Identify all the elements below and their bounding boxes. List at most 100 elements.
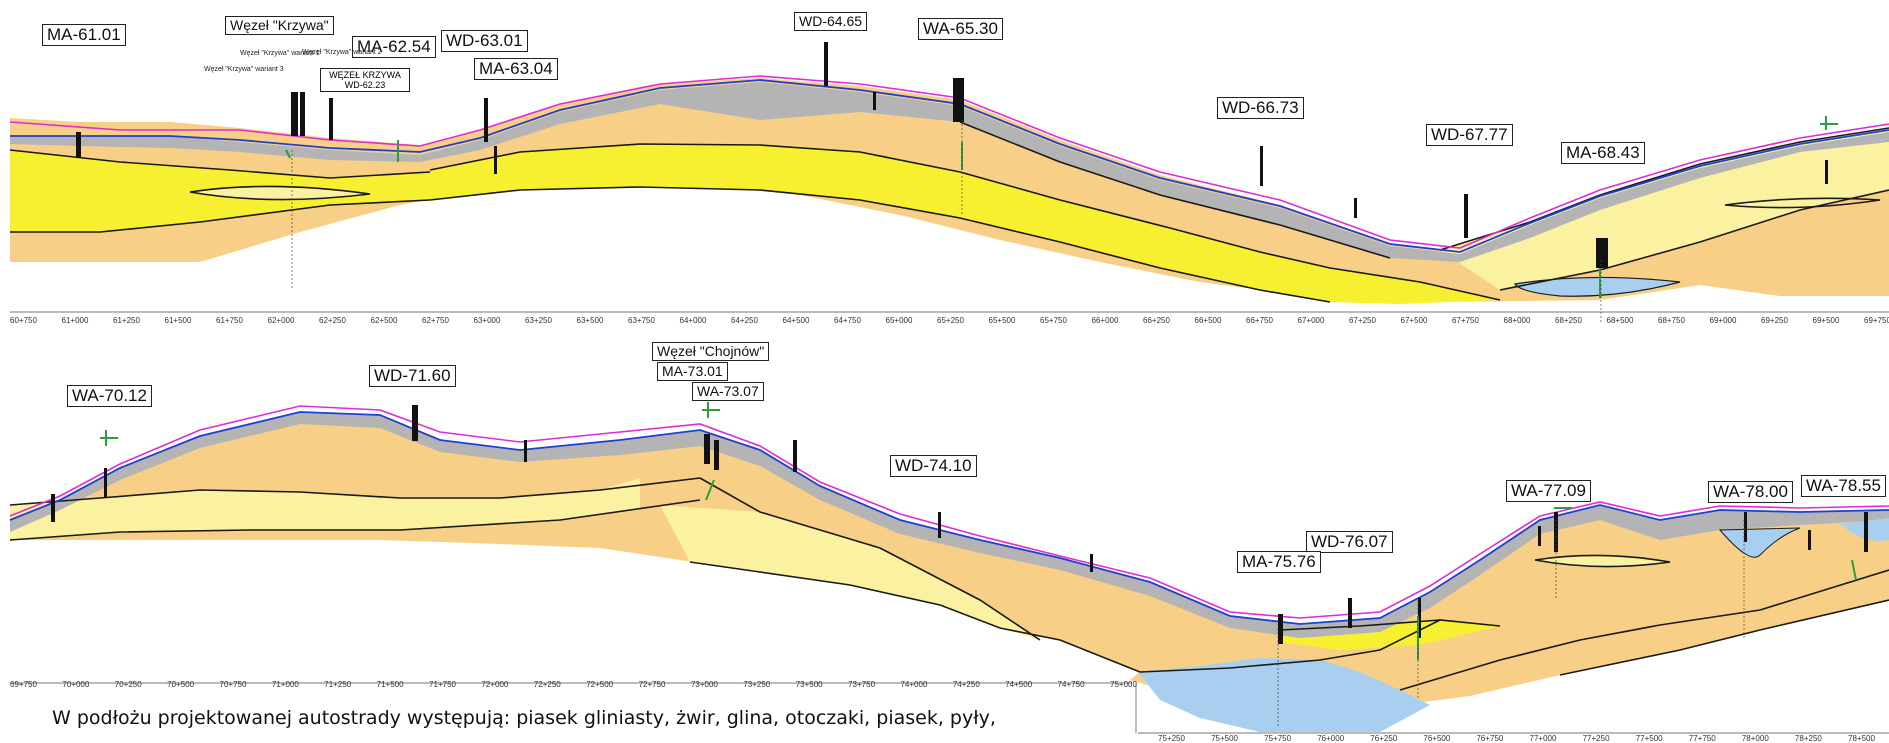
chainage-tick: 76+750 [1476,734,1504,743]
label-wa-78-55: WA-78.55 [1801,475,1886,497]
label-wd-66-73: WD-66.73 [1217,97,1304,119]
label-ma-75-76: MA-75.76 [1237,551,1321,573]
chainage-tick: 68+000 [1503,316,1531,325]
lower-water-right [1718,527,1801,558]
chainage-tick: 76+500 [1423,734,1451,743]
chainage-tick: 74+000 [900,680,928,689]
chainage-tick: 64+500 [782,316,810,325]
chainage-tick: 67+000 [1297,316,1325,325]
chainage-tick: 61+250 [113,316,140,325]
chainage-tick: 61+750 [216,316,243,325]
chainage-tick: 74+250 [952,680,980,689]
chainage-tick: 73+750 [848,680,876,689]
upper-gray-fill [10,82,1889,262]
chainage-tick: 73+250 [743,680,771,689]
chainage-tick: 62+750 [422,316,449,325]
lower-dashed-verticals [1277,520,1745,728]
lower-road-line [9,405,1889,619]
chainage-tick: 71+500 [376,680,404,689]
chainage-tick: 70+250 [114,680,142,689]
label-wezel-krzywa: Węzeł "Krzywa" [225,16,334,35]
chainage-tick: 69+500 [1812,316,1840,325]
chainage-tick: 73+500 [795,680,823,689]
chainage-tick: 72+500 [586,680,614,689]
upper-profile [9,42,1889,322]
chainage-tick: 66+250 [1143,316,1170,325]
label-wa-73-07: WA-73.07 [692,382,764,401]
chainage-tick: 68+500 [1606,316,1634,325]
lower-terrain-line [9,411,1889,625]
chainage-tick: 66+500 [1194,316,1222,325]
upper-terrain-line [10,79,1889,253]
label-wa-65-30: WA-65.30 [918,18,1003,40]
chainage-tick: 78+000 [1741,734,1769,743]
chainage-tick: 75+750 [1264,734,1292,743]
chainage-tick: 74+750 [1057,680,1085,689]
lower-boundaries [9,477,1889,691]
chainage-tick: 75+000 [1110,680,1137,689]
label-wd-71-60: WD-71.60 [369,365,456,387]
chainage-tick: 71+000 [271,680,299,689]
chainage-tick: 67+500 [1400,316,1428,325]
chainage-tick: 75+500 [1211,734,1238,743]
chainage-tick: 71+750 [429,680,456,689]
chainage-tick: 65+750 [1040,316,1067,325]
chainage-tick: 62+500 [370,316,398,325]
chainage-tick: 68+750 [1658,316,1685,325]
chainage-tick: 78+250 [1794,734,1822,743]
chainage-tick: 65+250 [937,316,964,325]
chainage-tick: 62+250 [319,316,346,325]
label-wezel-krzywa-wariant-3: Węzeł "Krzywa" wariant 3 [204,66,284,73]
chainage-tick: 77+000 [1529,734,1557,743]
chainage-tick: 63+500 [576,316,604,325]
chainage-tick: 67+750 [1452,316,1479,325]
chainage-tick: 64+250 [731,316,758,325]
label-wd-63-01: WD-63.01 [441,30,528,52]
chainage-tick: 63+750 [628,316,655,325]
upper-boreholes [76,42,1828,268]
chainage-tick: 70+500 [167,680,195,689]
chainage-tick: 76+250 [1370,734,1398,743]
label-wezel-krzywa-wariant-2: Węzeł "Krzywa" wariant 2 [302,49,382,56]
label-wa-77-09: WA-77.09 [1506,480,1591,502]
chainage-tick: 67+250 [1349,316,1376,325]
chainage-tick: 73+000 [690,680,718,689]
chainage-tick: 66+000 [1091,316,1119,325]
chainage-tick: 69+250 [1761,316,1788,325]
chainage-tick: 74+500 [1005,680,1033,689]
chainage-tick: 65+500 [988,316,1016,325]
chainage-tick: 76+000 [1317,734,1345,743]
chainage-tick: 72+250 [533,680,561,689]
upper-boundaries [9,121,1889,303]
chainage-tick: 77+750 [1688,734,1716,743]
chainage-tick: 66+750 [1246,316,1273,325]
label-wa-70-12: WA-70.12 [67,385,152,407]
chainage-tick: 64+000 [679,316,707,325]
label-wd-64-65: WD-64.65 [794,12,868,31]
upper-water-lens [1514,276,1681,297]
label-ma-61-01: MA-61.01 [42,24,126,46]
chainage-tick: 60+750 [10,316,37,325]
chainage-tick: 75+250 [1158,734,1185,743]
chainage-tick: 71+250 [324,680,352,689]
caption-text: W podłożu projektowanej autostrady wystę… [52,707,996,729]
upper-right-pale [1440,128,1889,290]
chainage-tick: 68+250 [1555,316,1582,325]
label-wezel-krzywa-wariant-1: Węzeł "Krzywa" wariant 1 [240,50,320,57]
label-wa-78-00: WA-78.00 [1708,481,1793,503]
chainage-tick: 62+000 [267,316,295,325]
chainage-tick: 69+750 [1864,316,1889,325]
chainage-tick: 63+000 [473,316,501,325]
chainage-tick: 78+500 [1848,734,1875,743]
label-ma-68-43: MA-68.43 [1561,142,1645,164]
label-wd-74-10: WD-74.10 [890,455,977,477]
chainage-tick: 63+250 [525,316,552,325]
label-ma-73-01: MA-73.01 [657,362,728,381]
chainage-tick: 61+500 [164,316,192,325]
label-wd-76-07: WD-76.07 [1306,531,1393,553]
label-wd-67-77: WD-67.77 [1426,124,1513,146]
lower-profile [9,402,1889,734]
chainage-tick: 65+000 [885,316,913,325]
chainage-tick: 77+500 [1635,734,1663,743]
chainage-tick: 72+750 [638,680,666,689]
